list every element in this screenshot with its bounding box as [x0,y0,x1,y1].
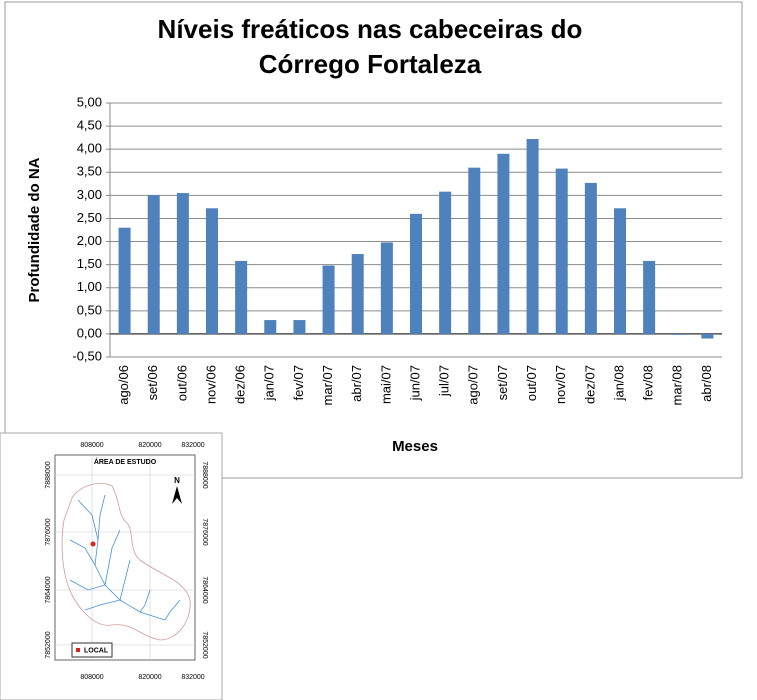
basin-outline [61,483,191,641]
bar [672,333,685,335]
bar [351,254,364,334]
x-tick-label: nov/07 [553,365,568,404]
legend-label: LOCAL [84,647,109,654]
bar [643,260,656,334]
bar [439,191,452,334]
bar [555,168,568,334]
location-point [90,541,96,547]
x-tick-label: abr/08 [699,365,714,402]
bar [701,333,714,339]
map-y-label: 7888000 [45,461,52,488]
x-tick-label: out/06 [174,365,189,401]
bar [526,139,539,334]
bar [614,208,626,334]
x-tick-label: fev/08 [641,365,656,400]
map-y-label: 7852000 [45,631,52,658]
bar [235,260,248,334]
x-tick-label: jun/07 [407,365,422,401]
y-tick-label: 4,00 [77,141,102,156]
x-tick-label: mar/07 [320,365,335,405]
legend-swatch [76,648,80,652]
north-label: N [174,476,180,485]
x-tick-label: jan/08 [611,365,626,401]
x-tick-label: jan/07 [262,365,277,401]
y-tick-label: 2,00 [77,233,102,248]
legend-box [71,642,113,658]
map-y-label: 7876000 [45,518,52,545]
x-tick-label: abr/07 [349,365,364,402]
x-tick-label: nov/06 [203,365,218,404]
streams [69,494,181,621]
bar [147,195,160,334]
map-x-label: 820000 [138,442,161,449]
bar [293,320,306,334]
bar [584,182,597,334]
map-grid [55,455,195,660]
bar [206,208,218,334]
map-inset: LOCAL ÁREA DE ESTUDO N [0,432,223,700]
map-x-label: 808000 [80,674,103,681]
chart-title: Níveis freáticos nas cabeceiras do Córre… [157,14,583,79]
map-x-label: 832000 [181,442,204,449]
map-y-label: 7876000 [201,518,208,545]
map-x-label: 820000 [138,674,161,681]
y-tick-label: 5,00 [77,94,102,109]
y-tick-label: 3,50 [77,164,102,179]
x-tick-label: dez/06 [233,365,248,404]
y-tick-label: 0,50 [77,302,102,317]
map-x-label: 808000 [80,442,103,449]
north-arrow [172,486,182,504]
y-tick-label: 4,50 [77,118,102,133]
x-tick-label: set/06 [145,365,160,400]
map-y-label: 7888000 [201,461,208,488]
map-y-label: 7852000 [201,631,208,658]
map-border [54,454,196,661]
x-tick-label: mar/08 [670,365,685,405]
bar [468,167,481,334]
bar [497,153,510,334]
map-x-label: 832000 [181,674,204,681]
y-tick-label: 3,00 [77,187,102,202]
bar [264,320,277,334]
x-tick-label: dez/07 [582,365,597,404]
x-tick-label: out/07 [524,365,539,401]
x-tick-label: set/07 [495,365,510,400]
bar [410,213,422,334]
y-tick-label: 1,50 [77,256,102,271]
bar [176,193,189,334]
y-tick-label: 2,50 [77,210,102,225]
map-title: ÁREA DE ESTUDO [94,457,157,466]
x-tick-label: ago/07 [466,365,481,405]
y-tick-label: 1,00 [77,279,102,294]
y-tick-label: -0,50 [72,348,102,363]
map-y-label: 7864000 [201,576,208,603]
bar [118,227,131,334]
x-axis-label: Meses [392,438,438,455]
bar [322,265,335,334]
x-tick-label: ago/06 [116,365,131,405]
y-axis-label: Profundidade do NA [26,157,43,302]
x-tick-label: jul/07 [437,365,452,397]
map-y-label: 7864000 [45,576,52,603]
x-tick-label: fev/07 [291,365,306,400]
y-tick-label: 0,00 [77,325,102,340]
bar [380,242,393,334]
x-tick-label: mai/07 [378,365,393,404]
